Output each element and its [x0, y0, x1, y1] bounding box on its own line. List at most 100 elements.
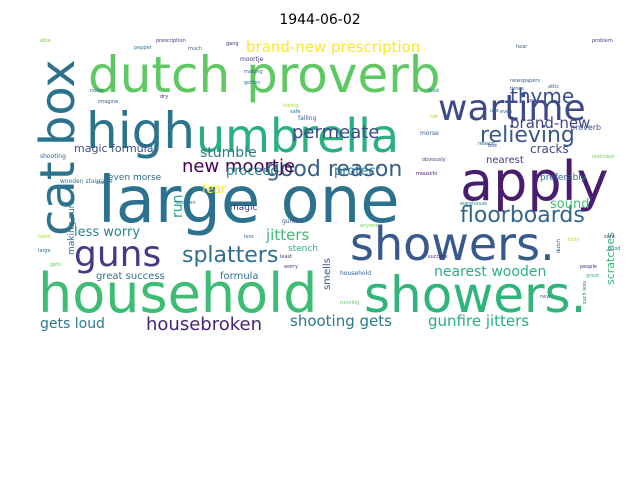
word-45: household [340, 270, 371, 277]
word-58: success [428, 254, 448, 260]
word-38: making sure [67, 199, 77, 255]
word-14: good reason [266, 157, 402, 182]
word-67: dry [160, 94, 168, 100]
word-62: problem [592, 38, 613, 44]
word-83: large [38, 248, 51, 254]
word-71: put [528, 98, 536, 104]
word-95: mouschi [416, 171, 437, 177]
word-85: people [580, 264, 597, 270]
word-6: umbrella [196, 109, 399, 163]
word-59: prescription [156, 38, 186, 44]
word-52: safe [290, 109, 301, 115]
word-42: scratches [604, 232, 617, 285]
word-23: jitters [265, 226, 309, 244]
word-69: loud [428, 88, 439, 94]
word-61: much [188, 46, 202, 52]
word-25: gets loud [40, 316, 105, 332]
word-43: stench [288, 244, 318, 254]
word-96: hear [516, 44, 528, 50]
word-57: warehouse [460, 201, 487, 207]
word-73: newspapers [510, 78, 540, 84]
word-56: staircase [592, 154, 614, 160]
word-22: shooting gets [290, 312, 392, 330]
word-54: morse [420, 130, 439, 137]
word-11: relieving [480, 123, 575, 148]
word-4: apply [460, 150, 609, 213]
word-21: gunfire jitters [428, 312, 529, 330]
word-36: formula [220, 271, 259, 282]
word-70: even [500, 109, 512, 115]
word-12: floorboards [460, 203, 585, 228]
word-68: noise [90, 88, 103, 94]
word-86: great [586, 273, 599, 279]
word-32: sound [550, 197, 589, 212]
word-33: cracks [530, 142, 569, 156]
word-77: least [280, 254, 292, 260]
word-78: running [340, 300, 359, 306]
word-26: stumble [200, 145, 257, 161]
word-92: reason [478, 141, 495, 147]
word-3: showers. [364, 266, 587, 324]
word-39: smells [322, 258, 333, 290]
word-47: preferably [540, 173, 587, 183]
word-88: truly [568, 237, 580, 243]
word-5: dutch proverb [88, 46, 441, 104]
word-49: proverb [570, 123, 601, 132]
word-0: large one [98, 164, 400, 238]
word-30: magic formula [74, 142, 153, 155]
word-24: nearest wooden [434, 264, 546, 280]
word-53: hiding [283, 103, 298, 109]
word-8: cat box [30, 59, 86, 236]
word-16: thyme [510, 84, 574, 108]
word-81: also [96, 180, 106, 186]
word-31: run [170, 194, 186, 218]
word-75: wooden [176, 200, 196, 206]
word-55: obviously [422, 157, 446, 163]
word-64: gotten [244, 80, 260, 86]
word-74: times [510, 86, 524, 92]
word-84: gets [50, 262, 61, 268]
word-19: brand-new prescription [246, 38, 420, 56]
word-2: showers. [350, 217, 555, 271]
word-9: wartime [438, 88, 586, 129]
word-80: less [244, 234, 254, 240]
word-72: attic [548, 84, 559, 90]
word-44: gunfire [282, 218, 304, 225]
word-94: cat [430, 114, 438, 120]
word-89: dutch [556, 239, 562, 253]
word-76: anyone [360, 223, 379, 229]
word-63: able [40, 38, 51, 44]
word-87: new [540, 294, 550, 300]
word-13: splatters [182, 243, 278, 268]
word-65: making [244, 69, 263, 75]
word-41: magic [230, 203, 257, 213]
chart-title: 1944-06-02 [279, 12, 361, 28]
word-97: good [608, 246, 620, 252]
word-91: box [488, 143, 497, 149]
word-40: even morse [108, 173, 162, 183]
word-37: fear [202, 182, 226, 196]
word-7: high [86, 102, 195, 160]
word-10: guns [74, 234, 161, 275]
word-46: wooden staircase [60, 178, 113, 185]
word-20: brand-new [510, 114, 590, 132]
word-34: nearest [486, 155, 524, 166]
word-15: new moortje [182, 156, 295, 177]
word-35: great success [96, 271, 165, 282]
word-27: proceed [226, 164, 279, 179]
word-60: pepper [134, 45, 153, 51]
word-18: housebroken [146, 314, 262, 335]
word-66: imagine [98, 99, 118, 105]
word-48: moortje [240, 56, 264, 63]
word-93: use [490, 108, 499, 114]
word-1: household [38, 262, 317, 325]
word-79: worry [284, 264, 298, 270]
word-50: shooting [40, 153, 66, 160]
word-99: gang [226, 41, 239, 47]
word-17: permeate [292, 122, 379, 143]
word-29: less worry [74, 225, 140, 240]
word-90: sure [604, 234, 615, 240]
word-28: protect [334, 164, 381, 179]
word-98: such less [582, 281, 588, 304]
